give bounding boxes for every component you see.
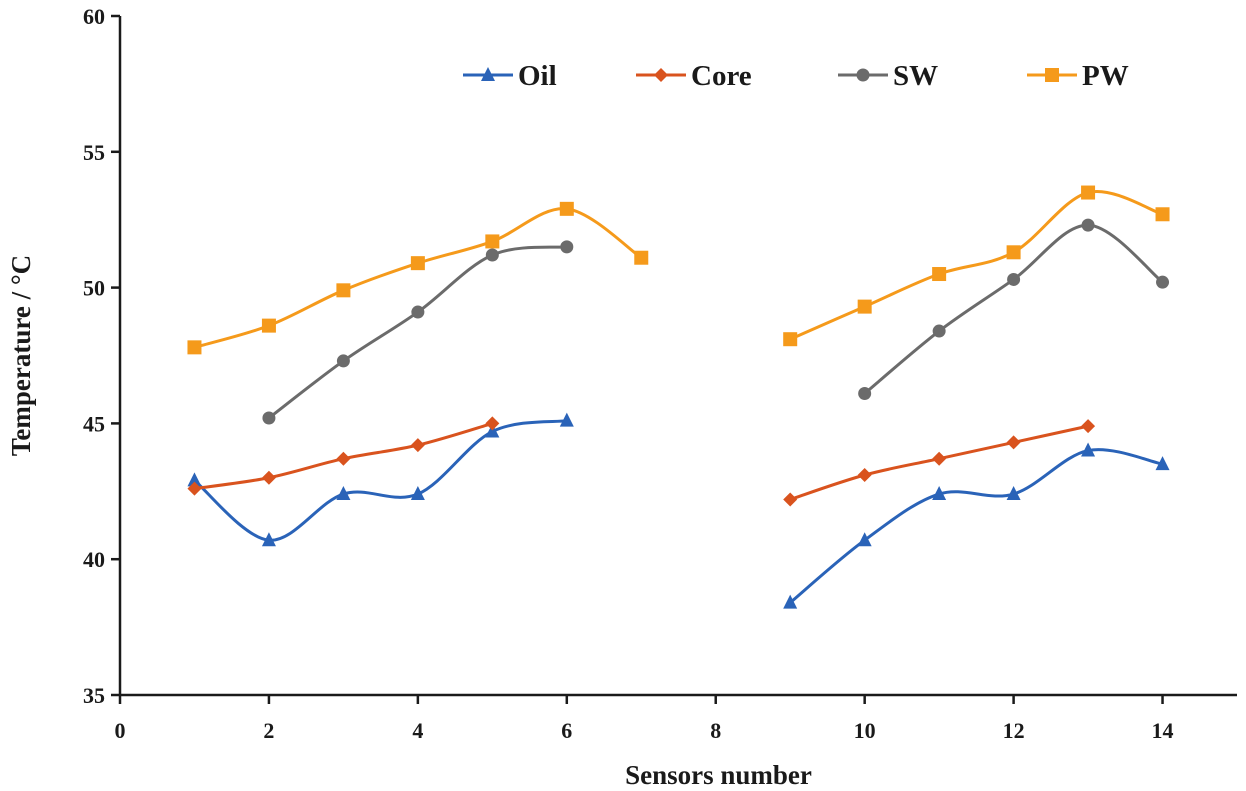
legend-item-sw: SW [838,60,938,92]
data-point-oil [187,472,202,487]
data-point-oil [1081,442,1096,457]
series-core [187,416,1096,507]
data-point-core [485,416,500,431]
data-point-core [932,451,947,466]
data-point-pw [261,318,276,333]
data-point-pw [336,283,351,298]
data-point-sw [1156,275,1170,289]
data-point-core [187,481,202,496]
data-point-sw [262,411,276,425]
legend-label-oil: Oil [518,60,557,92]
x-tick-label: 10 [854,718,876,743]
series-sw [262,218,1170,425]
data-point-core [336,451,351,466]
data-point-pw [187,340,202,355]
data-point-pw [1155,207,1170,222]
y-tick-label: 60 [83,4,105,29]
data-point-pw [485,234,500,249]
y-tick-label: 45 [83,411,105,436]
legend-item-oil: Oil [463,60,557,92]
data-point-sw [411,305,425,319]
data-point-oil [932,486,947,501]
legend-marker-core [654,68,668,82]
series-oil [187,412,1170,609]
series-line-pw [194,207,643,349]
y-tick-label: 50 [83,276,105,301]
legend-label-sw: SW [893,60,938,92]
series-pw [187,185,1170,355]
data-point-sw [1007,272,1021,286]
legend-marker-oil [481,67,495,81]
legend-marker-sw [856,68,870,82]
y-axis-title: Temperature / °C [6,255,36,456]
legend: Oil Core SW PW [463,60,1129,92]
data-point-pw [410,256,425,271]
data-point-oil [336,486,351,501]
data-point-pw [634,250,649,265]
data-point-pw [857,299,872,314]
data-point-pw [1006,245,1021,260]
data-point-core [783,492,798,507]
data-point-sw [932,324,946,338]
data-point-sw [560,240,574,254]
ticks-layer: 35 40 45 50 55 60 0 2 4 6 8 10 12 14 [83,4,1174,743]
data-point-oil [410,486,425,501]
data-point-core [410,438,425,453]
legend-marker-pw [1045,68,1059,82]
x-tick-label: 4 [412,718,423,743]
y-tick-label: 35 [83,683,105,708]
data-point-pw [1081,185,1096,200]
data-point-pw [932,267,947,282]
legend-item-pw: PW [1027,60,1129,92]
x-tick-label: 8 [710,718,721,743]
data-point-pw [559,201,574,216]
y-tick-label: 55 [83,140,105,165]
data-point-core [261,470,276,485]
legend-label-pw: PW [1082,60,1129,92]
x-tick-label: 6 [561,718,572,743]
series-line-oil [789,448,1163,604]
x-axis-title: Sensors number [625,760,812,790]
series-layer [187,185,1170,609]
data-point-sw [336,354,350,368]
data-point-oil [783,594,798,609]
x-tick-label: 2 [263,718,274,743]
data-point-sw [485,248,499,262]
y-tick-label: 40 [83,547,105,572]
x-tick-label: 0 [115,718,126,743]
data-point-core [857,468,872,483]
data-point-sw [858,387,872,401]
legend-item-core: Core [636,60,752,92]
data-point-oil [857,532,872,547]
x-tick-label: 12 [1003,718,1025,743]
legend-label-core: Core [691,60,752,92]
data-point-pw [783,332,798,347]
data-point-oil [261,532,276,547]
data-point-sw [1081,218,1095,232]
axes-layer [118,16,1237,697]
data-point-oil [559,412,574,427]
series-line-sw [268,245,567,420]
series-line-pw [789,190,1164,341]
data-point-oil [1155,456,1170,471]
data-point-core [1081,419,1096,434]
data-point-oil [1006,486,1021,501]
data-point-oil [485,423,500,438]
x-tick-label: 14 [1152,718,1174,743]
data-point-core [1006,435,1021,450]
